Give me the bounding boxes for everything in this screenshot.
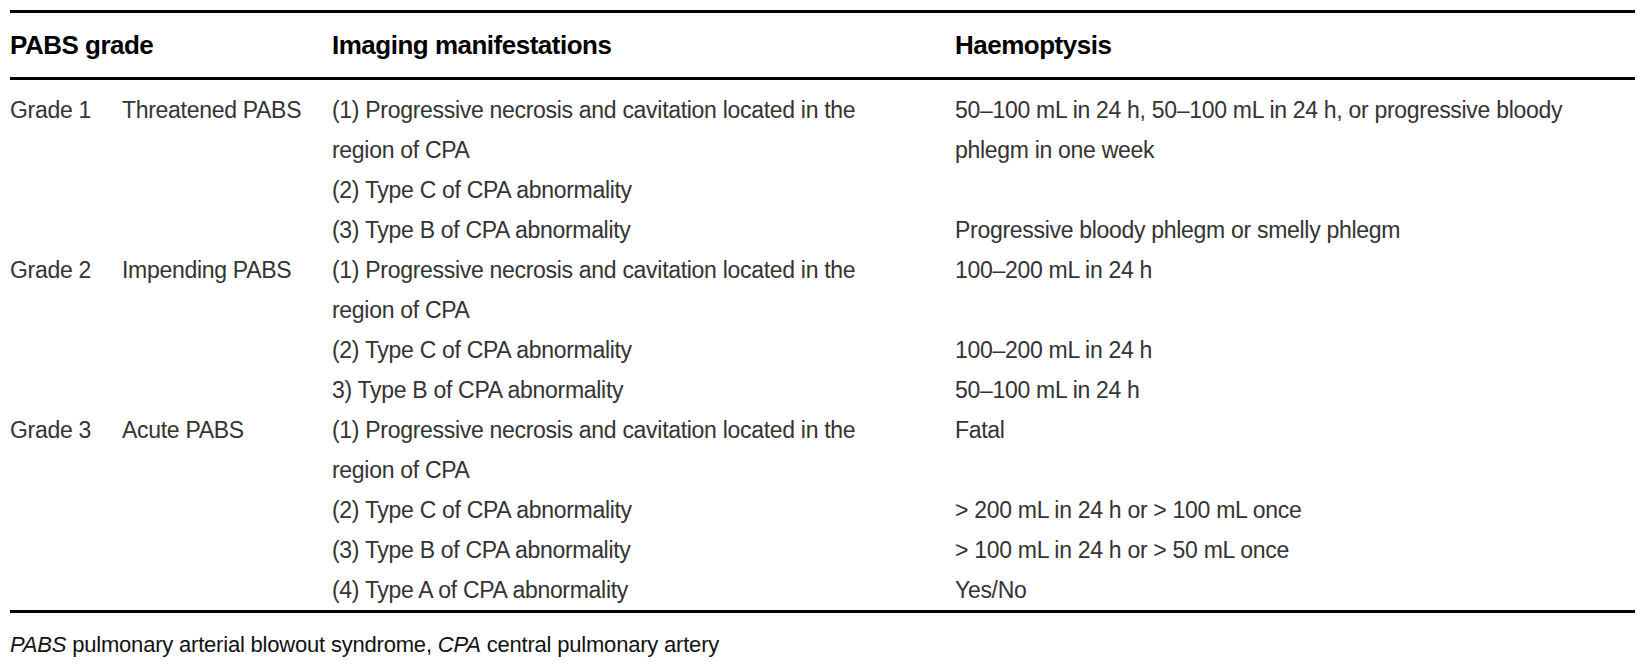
column-header-haemoptysis: Haemoptysis (955, 30, 1635, 61)
table-row: (2) Type C of CPA abnormality > 200 mL i… (10, 490, 1635, 530)
haemoptysis-cell: 100–200 mL in 24 h (955, 250, 1635, 290)
grade-name-cell (122, 290, 332, 330)
haemoptysis-cell: 50–100 mL in 24 h (955, 370, 1635, 410)
haemoptysis-cell: Fatal (955, 410, 1635, 450)
grade-name-cell: Impending PABS (122, 250, 332, 290)
grade-name-cell (122, 530, 332, 570)
grade-cell (10, 370, 122, 410)
table-row: Grade 3 Acute PABS (1) Progressive necro… (10, 410, 1635, 450)
grade-cell (10, 210, 122, 250)
imaging-cell: (1) Progressive necrosis and cavitation … (332, 250, 955, 290)
footnote-abbr-cpa: CPA (438, 632, 481, 657)
footnote-definition-cpa: central pulmonary artery (481, 632, 719, 657)
grade-cell (10, 570, 122, 610)
haemoptysis-cell: phlegm in one week (955, 130, 1635, 170)
haemoptysis-cell (955, 290, 1635, 330)
imaging-cell: (2) Type C of CPA abnormality (332, 490, 955, 530)
haemoptysis-cell: > 100 mL in 24 h or > 50 mL once (955, 530, 1635, 570)
haemoptysis-cell: 100–200 mL in 24 h (955, 330, 1635, 370)
grade-cell (10, 330, 122, 370)
imaging-cell: (2) Type C of CPA abnormality (332, 170, 955, 210)
imaging-cell: (3) Type B of CPA abnormality (332, 210, 955, 250)
column-header-imaging-manifestations: Imaging manifestations (332, 30, 955, 61)
haemoptysis-cell (955, 450, 1635, 490)
haemoptysis-cell: Progressive bloody phlegm or smelly phle… (955, 210, 1635, 250)
grade-name-cell (122, 370, 332, 410)
table-header-row: PABS grade Imaging manifestations Haemop… (10, 13, 1635, 77)
footnote: PABS pulmonary arterial blowout syndrome… (10, 630, 1635, 660)
grade-cell: Grade 3 (10, 410, 122, 450)
table-row: region of CPA (10, 290, 1635, 330)
imaging-cell: 3) Type B of CPA abnormality (332, 370, 955, 410)
grade-cell (10, 530, 122, 570)
table-row: 3) Type B of CPA abnormality 50–100 mL i… (10, 370, 1635, 410)
table-row: region of CPA phlegm in one week (10, 130, 1635, 170)
imaging-cell: (4) Type A of CPA abnormality (332, 570, 955, 610)
grade-name-cell (122, 130, 332, 170)
grade-cell (10, 450, 122, 490)
table-row: region of CPA (10, 450, 1635, 490)
grade-cell: Grade 1 (10, 90, 122, 130)
grade-cell: Grade 2 (10, 250, 122, 290)
haemoptysis-cell: Yes/No (955, 570, 1635, 610)
imaging-cell: region of CPA (332, 130, 955, 170)
imaging-cell: region of CPA (332, 450, 955, 490)
grade-name-cell (122, 330, 332, 370)
grade-cell (10, 490, 122, 530)
footnote-abbr-pabs: PABS (10, 632, 66, 657)
footnote-definition-pabs: pulmonary arterial blowout syndrome, (66, 632, 437, 657)
grade-cell (10, 170, 122, 210)
imaging-cell: (2) Type C of CPA abnormality (332, 330, 955, 370)
table-row: (3) Type B of CPA abnormality Progressiv… (10, 210, 1635, 250)
haemoptysis-cell (955, 170, 1635, 210)
table-row: (4) Type A of CPA abnormality Yes/No (10, 570, 1635, 610)
grade-name-cell: Threatened PABS (122, 90, 332, 130)
table-body: Grade 1 Threatened PABS (1) Progressive … (10, 80, 1635, 610)
grade-cell (10, 290, 122, 330)
table-row: (3) Type B of CPA abnormality > 100 mL i… (10, 530, 1635, 570)
table-page: PABS grade Imaging manifestations Haemop… (0, 0, 1645, 666)
grade-name-cell (122, 450, 332, 490)
table-row: Grade 2 Impending PABS (1) Progressive n… (10, 250, 1635, 290)
grade-name-cell (122, 490, 332, 530)
haemoptysis-cell: > 200 mL in 24 h or > 100 mL once (955, 490, 1635, 530)
grade-name-cell (122, 210, 332, 250)
imaging-cell: (3) Type B of CPA abnormality (332, 530, 955, 570)
grade-cell (10, 130, 122, 170)
imaging-cell: region of CPA (332, 290, 955, 330)
grade-name-cell: Acute PABS (122, 410, 332, 450)
imaging-cell: (1) Progressive necrosis and cavitation … (332, 410, 955, 450)
column-header-pabs-grade: PABS grade (10, 30, 332, 61)
haemoptysis-cell: 50–100 mL in 24 h, 50–100 mL in 24 h, or… (955, 90, 1635, 130)
imaging-cell: (1) Progressive necrosis and cavitation … (332, 90, 955, 130)
bottom-rule (10, 610, 1635, 613)
table-row: (2) Type C of CPA abnormality 100–200 mL… (10, 330, 1635, 370)
grade-name-cell (122, 570, 332, 610)
grade-name-cell (122, 170, 332, 210)
table-row: (2) Type C of CPA abnormality (10, 170, 1635, 210)
table-row: Grade 1 Threatened PABS (1) Progressive … (10, 90, 1635, 130)
